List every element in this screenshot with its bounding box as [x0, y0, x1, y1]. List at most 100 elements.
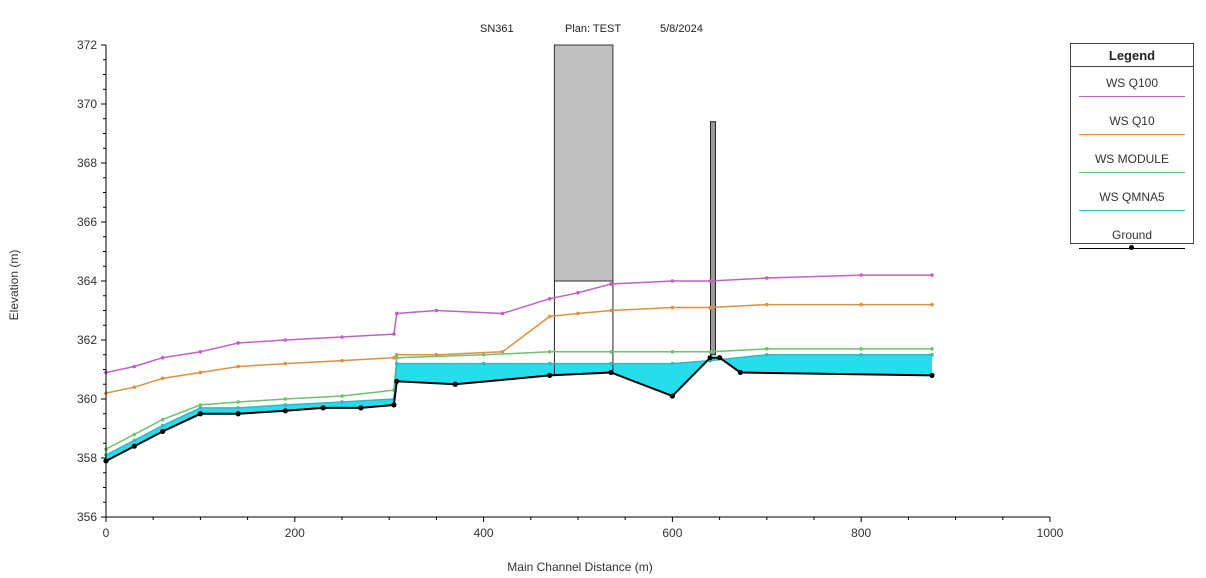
point-ws-q100 [283, 338, 288, 342]
point-ws-q10 [609, 308, 613, 313]
point-ground [235, 411, 241, 417]
point-ws-q100 [576, 291, 580, 295]
point-ws-q100 [394, 311, 399, 316]
point-ws-module [859, 347, 863, 351]
point-ground [452, 381, 458, 387]
point-ws-q100 [670, 279, 675, 283]
header-center: Plan: TEST [565, 23, 621, 35]
point-ground [160, 428, 166, 435]
point-ground [320, 405, 326, 411]
point-ws-module [340, 394, 344, 398]
point-ground [282, 408, 288, 414]
x-tick-label: 400 [474, 526, 494, 540]
legend-item-ws-module: WS MODULE [1071, 143, 1193, 181]
header-right: 5/8/2024 [660, 23, 703, 35]
x-tick-label: 200 [285, 526, 305, 540]
legend-marker [1129, 245, 1134, 250]
point-ws-qmna5 [132, 438, 137, 443]
point-ground [929, 372, 935, 378]
point-ws-qmna5 [394, 361, 399, 366]
point-ground [131, 443, 137, 449]
point-ws-q10 [930, 302, 934, 307]
point-ground [391, 402, 397, 408]
plot-area: 356 358 360 362 364 366 368 370 372 0 200 400 600 800… [77, 38, 1064, 540]
point-ws-q100 [340, 335, 344, 339]
point-ws-module [609, 350, 613, 354]
point-ws-q100 [930, 273, 934, 277]
point-ws-q10 [576, 311, 580, 316]
point-ws-q10 [340, 358, 344, 363]
x-tick-label: 800 [851, 526, 871, 540]
x-tick-label: 0 [103, 526, 110, 540]
bridge-deck [553, 44, 614, 282]
chart-header: SN361 Plan: TEST 5/8/2024 [480, 23, 703, 35]
legend-swatch [1079, 210, 1185, 211]
point-ws-module [160, 417, 165, 422]
point-ground [394, 378, 400, 384]
point-ws-q100 [859, 273, 863, 277]
legend-label: Ground [1111, 228, 1153, 242]
point-ws-qmna5 [283, 403, 288, 407]
point-ws-q100 [392, 332, 396, 336]
legend-title: Legend [1071, 44, 1193, 67]
point-ground [608, 369, 614, 376]
point-ws-q100 [609, 282, 613, 286]
legend-label: WS Q100 [1105, 76, 1159, 90]
point-ground [358, 405, 364, 411]
point-ws-module [708, 350, 712, 354]
point-ws-q10 [500, 350, 505, 354]
water-fill [106, 354, 932, 461]
point-ws-q100 [708, 279, 712, 283]
y-tick-label: 370 [77, 97, 97, 111]
legend-item-ws-qmna5: WS QMNA5 [1071, 181, 1193, 219]
point-ws-qmna5 [670, 361, 675, 366]
y-tick-label: 356 [77, 510, 97, 524]
point-ws-q10 [236, 364, 240, 369]
point-ws-q10 [859, 302, 863, 307]
point-ws-qmna5 [160, 423, 165, 428]
legend-swatch [1079, 172, 1185, 173]
point-ws-q100 [765, 276, 769, 280]
y-tick-label: 368 [77, 156, 97, 170]
point-ws-module [132, 432, 137, 437]
y-tick-label: 372 [77, 38, 97, 52]
point-ws-q10 [394, 352, 399, 357]
point-ground [197, 411, 203, 417]
x-tick-label: 600 [662, 526, 682, 540]
point-ws-qmna5 [765, 352, 769, 357]
legend-label: WS Q10 [1109, 114, 1155, 128]
point-ws-qmna5 [609, 361, 613, 366]
point-ws-module [236, 400, 240, 404]
y-tick-label: 362 [77, 333, 97, 347]
point-ws-qmna5 [547, 361, 552, 366]
legend-swatch [1079, 134, 1185, 135]
legend-item-ws-q100: WS Q100 [1071, 67, 1193, 105]
point-ws-qmna5 [481, 361, 486, 366]
legend-swatch [1079, 96, 1185, 97]
y-axis-title: Elevation (m) [7, 250, 21, 321]
y-tick-label: 366 [77, 215, 97, 229]
legend-label: WS MODULE [1094, 152, 1169, 166]
point-ws-qmna5 [930, 352, 934, 357]
point-ws-q10 [765, 302, 769, 307]
legend-item-ws-q10: WS Q10 [1071, 105, 1193, 143]
point-ws-qmna5 [340, 400, 344, 404]
point-ws-q10 [283, 361, 288, 366]
header-left: SN361 [480, 23, 514, 35]
point-ws-q10 [547, 314, 552, 319]
point-ws-module [930, 347, 934, 351]
point-ws-module [283, 397, 288, 401]
point-ground [737, 369, 743, 376]
point-ws-q100 [236, 341, 240, 345]
point-ws-q100 [160, 355, 165, 360]
point-ws-q100 [198, 350, 203, 354]
point-ground [717, 355, 723, 361]
y-tick-label: 360 [77, 392, 97, 406]
point-ws-q10 [670, 305, 675, 310]
point-ws-q10 [392, 355, 396, 360]
point-ws-q10 [160, 376, 165, 381]
point-ws-q100 [434, 308, 439, 313]
x-tick-label: 1000 [1037, 526, 1064, 540]
point-ws-module [547, 350, 552, 354]
